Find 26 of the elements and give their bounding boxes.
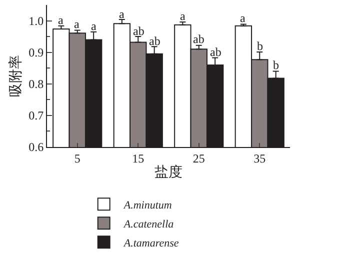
x-tick-label: 25 [192, 151, 205, 166]
x-tick-label: 15 [132, 151, 144, 166]
y-tick-label: 0.8 [28, 77, 44, 92]
y-tick-label: 1.0 [28, 14, 44, 28]
data-label: ab [193, 32, 204, 46]
y-tick-label: 0.6 [28, 140, 44, 154]
x-axis-title: 盐度 [154, 164, 182, 181]
legend-label: A.catenella [122, 218, 174, 230]
data-label: b [273, 58, 279, 72]
data-label: a [74, 17, 80, 31]
data-label: ab [210, 45, 222, 59]
x-tick-label: 5 [74, 151, 80, 166]
data-label: b [257, 39, 263, 53]
y-tick-label: 0.7 [28, 108, 44, 123]
data-label: a [58, 13, 64, 27]
data-label: a [91, 19, 97, 33]
data-label: ab [149, 34, 160, 48]
data-label: a [180, 9, 186, 23]
x-tick-label: 35 [254, 151, 266, 166]
y-axis-title: 吸附率 [8, 55, 24, 97]
data-label: a [119, 7, 125, 21]
legend-label: A.tamarense [122, 237, 179, 250]
legend-label: A.minutum [122, 199, 172, 212]
data-label: a [240, 11, 246, 25]
data-label: ab [133, 24, 144, 38]
y-tick-label: 0.9 [28, 46, 44, 60]
